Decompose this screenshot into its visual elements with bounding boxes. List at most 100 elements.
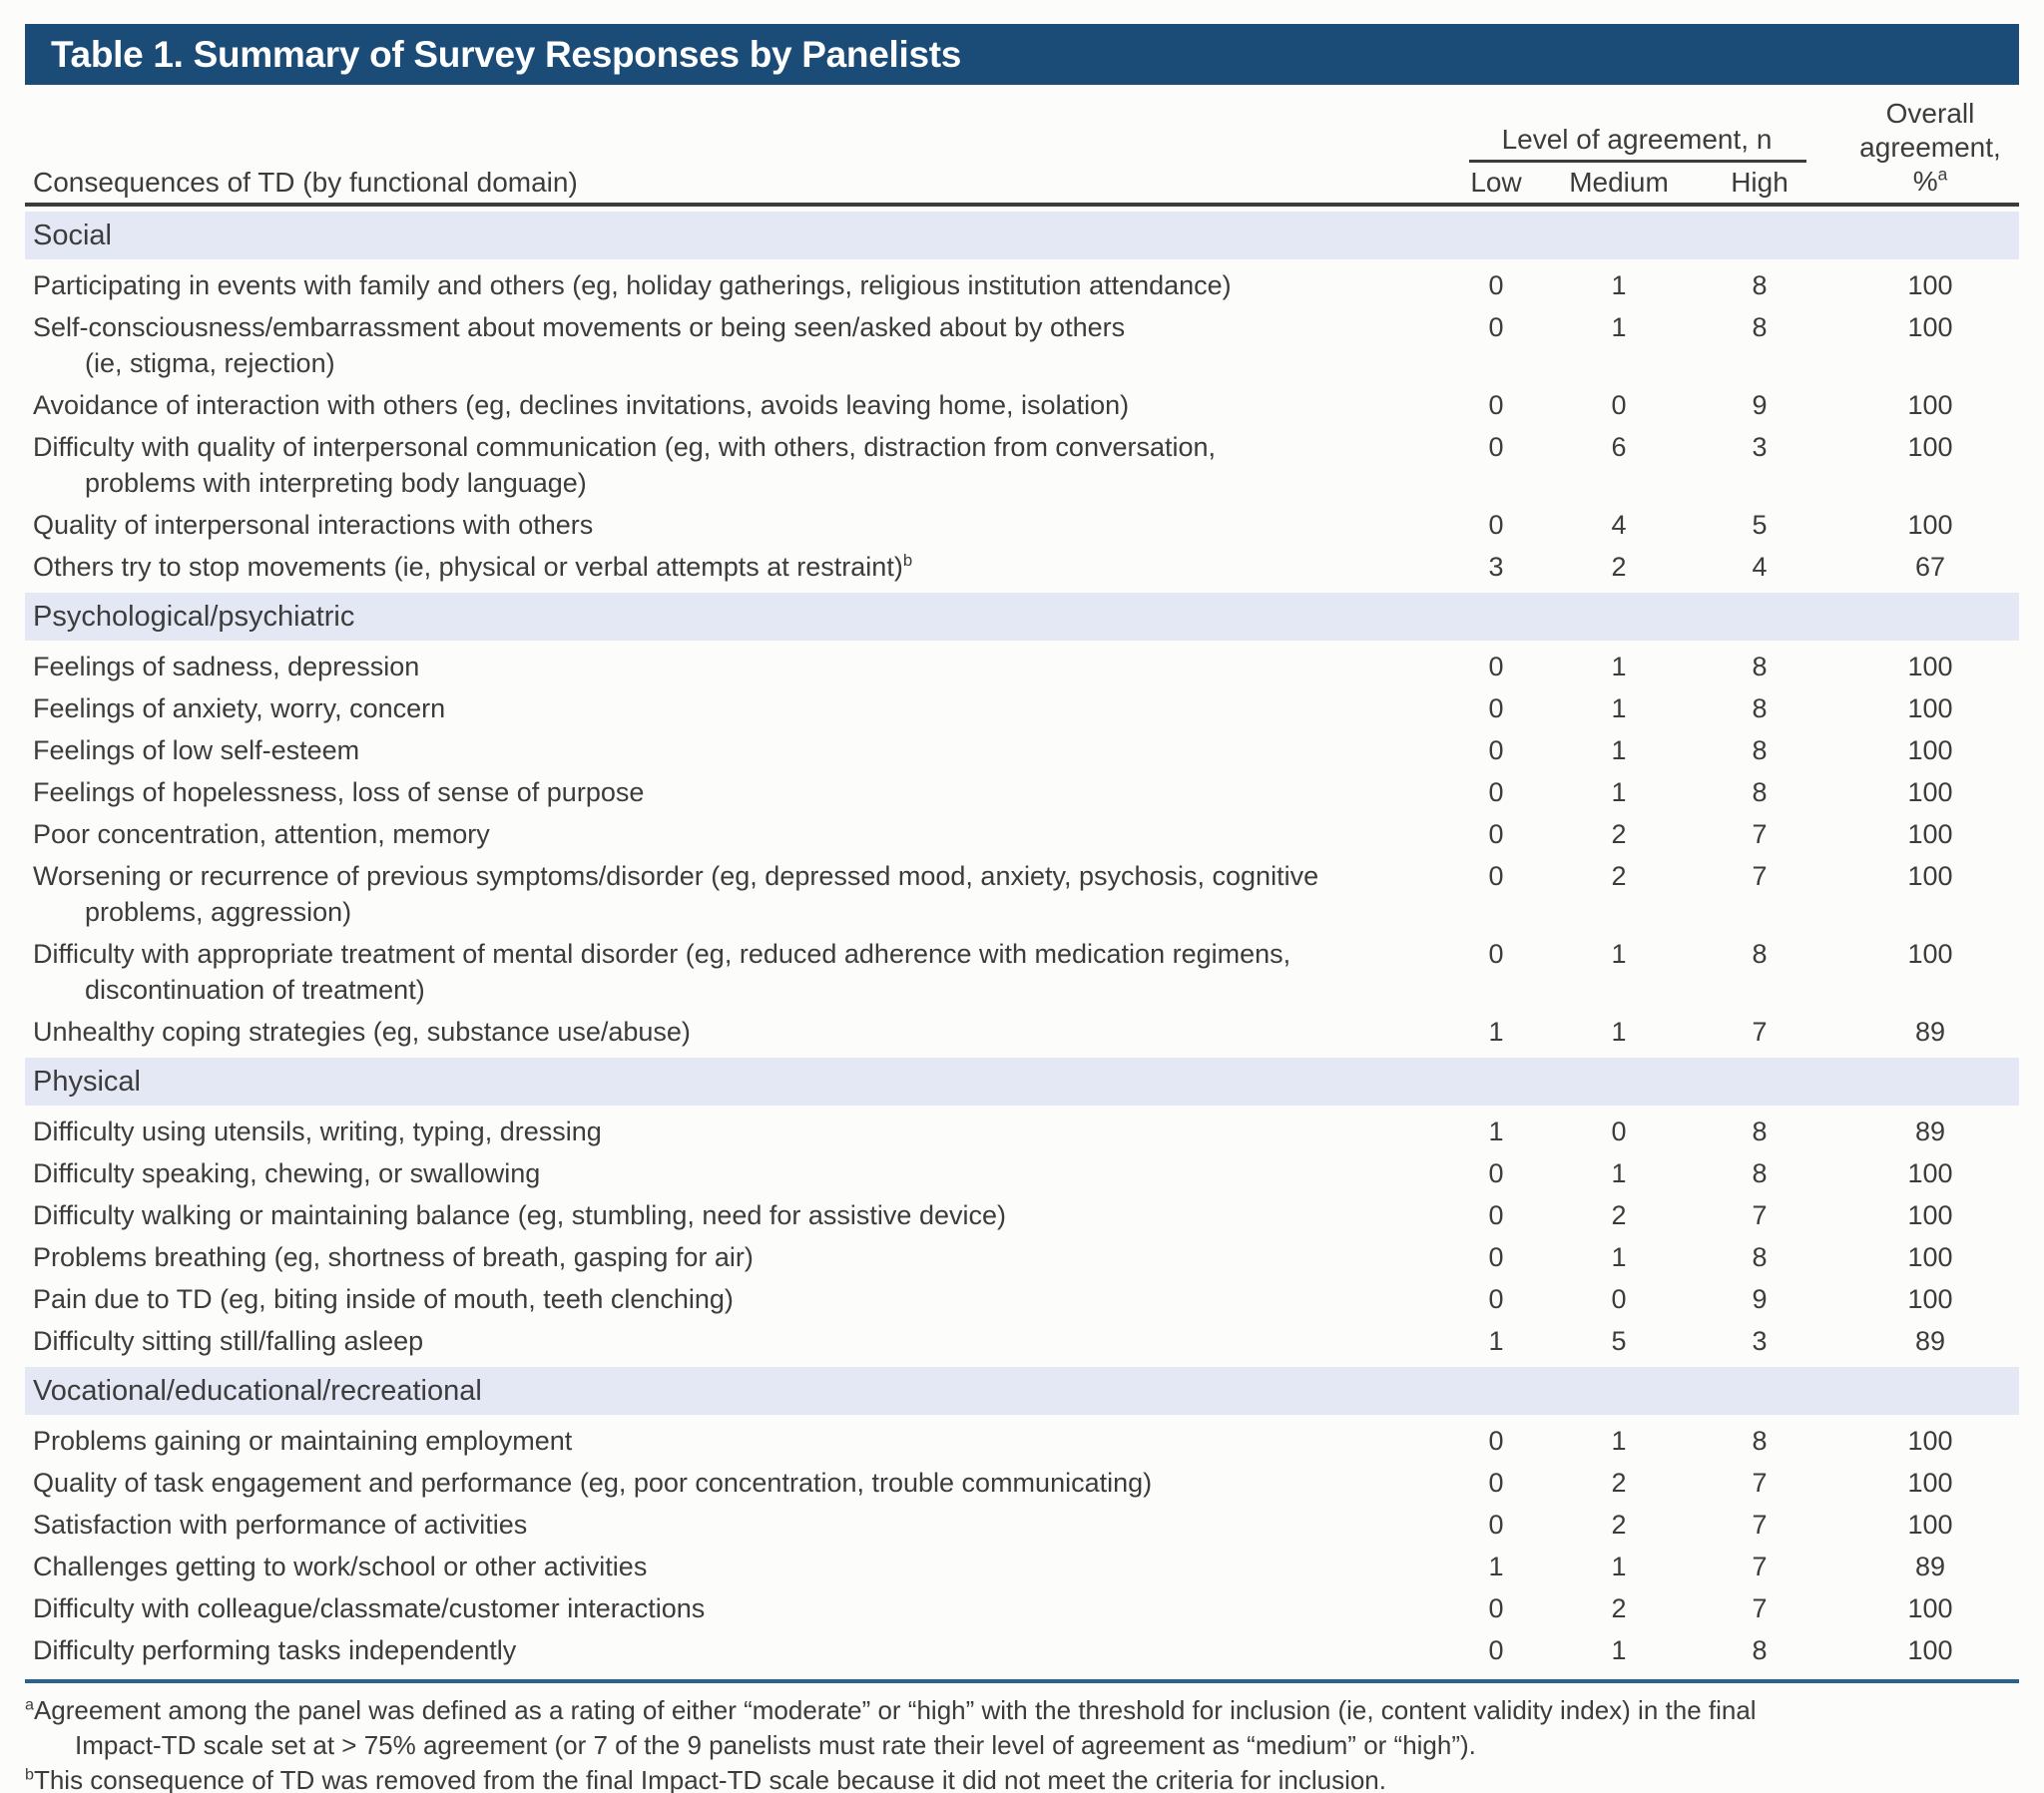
value-cell: 5 [1752, 510, 1768, 540]
value-cell: 7 [1752, 861, 1768, 891]
section-title: Psychological/psychiatric [33, 601, 355, 633]
value-cell: 2 [1611, 1510, 1627, 1540]
value-cell: 67 [1914, 552, 1946, 582]
value-cell: 4 [1752, 552, 1768, 582]
value-cell: 100 [1907, 1635, 1953, 1665]
value-cell: 1 [1488, 1552, 1504, 1581]
table-row: Problems breathing (eg, shortness of bre… [25, 1236, 2019, 1278]
agreement-group-underline [1469, 160, 1806, 163]
value-cell: 1 [1611, 1426, 1627, 1456]
table-row: Feelings of low self-esteem 0 1 8 100 [25, 729, 2019, 771]
footnote-b-line1: bThis consequence of TD was removed from… [25, 1765, 1386, 1793]
value-cell: 0 [1488, 819, 1504, 849]
row-description: Quality of interpersonal interactions wi… [25, 507, 1432, 543]
table-row: Quality of interpersonal interactions wi… [25, 504, 2019, 546]
table-title-bar: Table 1. Summary of Survey Responses by … [25, 24, 2019, 85]
value-cell: 0 [1488, 1593, 1504, 1623]
column-header-high: High [1731, 167, 1788, 198]
footnote-marker-b: b [902, 551, 913, 570]
value-cell: 7 [1752, 1200, 1768, 1230]
value-cell: 8 [1752, 1117, 1768, 1146]
row-text: Difficulty using utensils, writing, typi… [33, 1117, 602, 1146]
value-cell: 89 [1914, 1017, 1946, 1047]
value-cell: 8 [1752, 1242, 1768, 1272]
table-row: Difficulty using utensils, writing, typi… [25, 1111, 2019, 1152]
row-description: Difficulty walking or maintaining balanc… [25, 1197, 1432, 1233]
value-cell: 7 [1752, 1017, 1768, 1047]
value-cell: 2 [1611, 1200, 1627, 1230]
row-text: Difficulty with appropriate treatment of… [33, 939, 1291, 969]
footnote-a-line1: aAgreement among the panel was defined a… [25, 1695, 1757, 1725]
value-cell: 8 [1752, 652, 1768, 681]
value-cell: 1 [1611, 1158, 1627, 1188]
value-cell: 89 [1914, 1117, 1946, 1146]
header-rule [25, 203, 2019, 207]
table-row: Unhealthy coping strategies (eg, substan… [25, 1011, 2019, 1053]
column-header-overall: Overall agreement, %a [1841, 97, 2019, 203]
row-text: Problems breathing (eg, shortness of bre… [33, 1242, 754, 1272]
value-cell: 1 [1611, 1242, 1627, 1272]
value-cell: 5 [1611, 1326, 1627, 1356]
value-cell: 3 [1752, 432, 1768, 462]
value-cell: 1 [1611, 1635, 1627, 1665]
row-description: Difficulty with quality of interpersonal… [25, 429, 1432, 501]
footnotes: aAgreement among the panel was defined a… [25, 1683, 2019, 1793]
value-cell: 8 [1752, 777, 1768, 807]
value-cell: 100 [1907, 312, 1953, 342]
value-cell: 1 [1611, 270, 1627, 300]
value-cell: 100 [1907, 510, 1953, 540]
row-description: Feelings of anxiety, worry, concern [25, 690, 1432, 726]
table-row: Participating in events with family and … [25, 264, 2019, 306]
table-row: Others try to stop movements (ie, physic… [25, 546, 2019, 588]
row-text-continued: problems with interpreting body language… [85, 468, 587, 498]
row-text: Difficulty speaking, chewing, or swallow… [33, 1158, 541, 1188]
table-row: Difficulty speaking, chewing, or swallow… [25, 1152, 2019, 1194]
value-cell: 89 [1914, 1326, 1946, 1356]
row-description: Feelings of sadness, depression [25, 649, 1432, 684]
row-text: Feelings of sadness, depression [33, 652, 420, 681]
table-title: Table 1. Summary of Survey Responses by … [51, 33, 962, 75]
value-cell: 0 [1488, 861, 1504, 891]
value-cell: 100 [1907, 693, 1953, 723]
table-row: Self-consciousness/embarrassment about m… [25, 306, 2019, 384]
row-text: Worsening or recurrence of previous symp… [33, 861, 1319, 891]
row-text-continued: discontinuation of treatment) [85, 975, 425, 1005]
section-header-row: Vocational/educational/recreational [25, 1367, 2019, 1415]
value-cell: 9 [1752, 1284, 1768, 1314]
value-cell: 0 [1488, 693, 1504, 723]
value-cell: 0 [1488, 270, 1504, 300]
row-text: Self-consciousness/embarrassment about m… [33, 312, 1126, 342]
value-cell: 100 [1907, 390, 1953, 420]
value-cell: 100 [1907, 1242, 1953, 1272]
agreement-group-header: Level of agreement, n Low Medium High [1432, 124, 1841, 203]
value-cell: 6 [1611, 432, 1627, 462]
column-header-consequences: Consequences of TD (by functional domain… [33, 167, 578, 198]
table-row: Feelings of hopelessness, loss of sense … [25, 771, 2019, 813]
row-text: Difficulty with colleague/classmate/cust… [33, 1593, 706, 1623]
row-description: Self-consciousness/embarrassment about m… [25, 309, 1432, 381]
table-row: Pain due to TD (eg, biting inside of mou… [25, 1278, 2019, 1320]
row-description: Feelings of low self-esteem [25, 732, 1432, 768]
value-cell: 100 [1907, 1426, 1953, 1456]
value-cell: 0 [1488, 777, 1504, 807]
value-cell: 2 [1611, 1468, 1627, 1498]
column-header-medium: Medium [1569, 167, 1669, 198]
table-row: Poor concentration, attention, memory 0 2 7… [25, 813, 2019, 855]
row-description: Worsening or recurrence of previous symp… [25, 858, 1432, 930]
value-cell: 1 [1611, 735, 1627, 765]
row-text: Difficulty sitting still/falling asleep [33, 1326, 424, 1356]
value-cell: 2 [1611, 861, 1627, 891]
row-text: Feelings of low self-esteem [33, 735, 360, 765]
row-description: Problems gaining or maintaining employme… [25, 1423, 1432, 1459]
table-row: Difficulty with colleague/classmate/cust… [25, 1587, 2019, 1629]
value-cell: 9 [1752, 390, 1768, 420]
row-text: Difficulty walking or maintaining balanc… [33, 1200, 1006, 1230]
column-header-low: Low [1470, 167, 1522, 198]
row-description: Difficulty sitting still/falling asleep [25, 1323, 1432, 1359]
agreement-subcolumns: Low Medium High [1432, 167, 1841, 203]
value-cell: 1 [1611, 693, 1627, 723]
value-cell: 7 [1752, 819, 1768, 849]
value-cell: 2 [1611, 1593, 1627, 1623]
footnote-a-marker: a [25, 1695, 34, 1714]
row-text: Difficulty performing tasks independentl… [33, 1635, 517, 1665]
